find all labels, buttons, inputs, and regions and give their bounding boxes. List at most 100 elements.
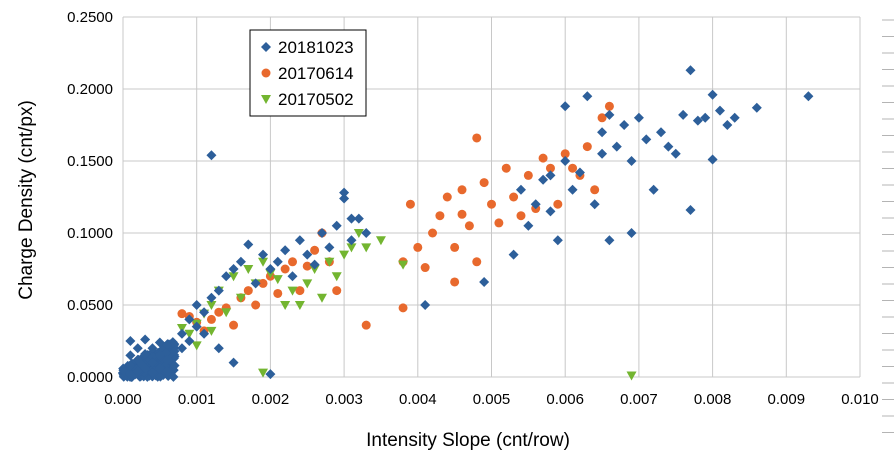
data-point bbox=[450, 277, 460, 287]
data-point bbox=[199, 307, 210, 318]
data-point bbox=[169, 346, 180, 357]
data-point bbox=[295, 286, 305, 296]
data-point bbox=[324, 242, 335, 253]
data-point bbox=[132, 354, 143, 365]
data-point bbox=[700, 112, 711, 123]
data-point bbox=[464, 221, 474, 231]
data-point bbox=[530, 199, 541, 210]
data-point bbox=[154, 350, 165, 361]
y-tick-label: 0.1000 bbox=[67, 225, 113, 242]
data-point bbox=[243, 286, 253, 296]
data-point bbox=[450, 242, 460, 252]
data-point bbox=[243, 265, 254, 274]
data-point bbox=[346, 213, 357, 224]
data-point bbox=[191, 300, 202, 310]
data-point bbox=[574, 167, 585, 178]
data-point bbox=[361, 320, 371, 330]
data-point bbox=[656, 127, 667, 138]
data-point bbox=[273, 288, 283, 298]
x-tick-label: 0.008 bbox=[694, 391, 732, 408]
data-point bbox=[140, 334, 151, 345]
data-point bbox=[206, 292, 217, 303]
gridlines bbox=[122, 16, 861, 378]
data-point bbox=[442, 192, 452, 202]
data-point bbox=[582, 91, 593, 102]
data-point bbox=[751, 102, 762, 113]
data-point bbox=[265, 264, 276, 274]
data-point bbox=[140, 348, 151, 359]
data-point bbox=[213, 285, 224, 296]
data-point bbox=[626, 371, 637, 381]
data-point bbox=[214, 307, 224, 317]
data-point bbox=[604, 101, 614, 111]
x-axis-title: Intensity Slope (cnt/row) bbox=[366, 430, 570, 451]
data-point bbox=[206, 301, 217, 310]
data-point bbox=[678, 109, 689, 120]
data-point bbox=[405, 199, 415, 209]
data-point bbox=[361, 243, 372, 253]
data-point bbox=[560, 101, 571, 112]
data-point bbox=[228, 357, 239, 368]
data-point bbox=[206, 314, 216, 324]
data-point bbox=[346, 243, 357, 253]
data-point bbox=[169, 360, 180, 371]
data-point bbox=[420, 300, 431, 310]
x-axis-tick-labels: 0.000 0.001 0.002 0.003 0.004 0.005 0.006 0.007… bbox=[104, 391, 879, 408]
data-point bbox=[538, 153, 548, 163]
x-tick-label: 0.010 bbox=[841, 391, 879, 408]
data-point bbox=[125, 350, 136, 361]
x-tick-label: 0.001 bbox=[178, 391, 216, 408]
data-point bbox=[125, 369, 136, 380]
data-point bbox=[132, 343, 143, 354]
data-point bbox=[420, 263, 430, 273]
data-point bbox=[560, 156, 571, 166]
legend-label: 20170502 bbox=[278, 90, 354, 109]
legend-marker bbox=[261, 95, 271, 104]
data-point bbox=[515, 184, 526, 195]
data-point bbox=[213, 343, 224, 354]
data-point bbox=[147, 367, 158, 378]
series-20181023 bbox=[125, 65, 814, 380]
data-point bbox=[184, 314, 195, 325]
cluster-point bbox=[168, 371, 179, 382]
data-point bbox=[309, 259, 320, 270]
data-point bbox=[316, 228, 327, 238]
data-point bbox=[287, 286, 298, 296]
y-axis-tick-labels: 0.0000 0.0500 0.1000 0.1500 0.2000 0.2500 bbox=[67, 9, 113, 386]
data-point bbox=[206, 150, 217, 161]
series-20170502 bbox=[176, 229, 637, 381]
data-point bbox=[228, 272, 239, 282]
data-point bbox=[229, 320, 239, 330]
data-point bbox=[707, 154, 718, 165]
data-point bbox=[626, 228, 637, 238]
data-point bbox=[272, 256, 283, 267]
legend-label: 20181023 bbox=[278, 38, 354, 57]
data-point bbox=[176, 324, 187, 334]
data-point bbox=[339, 250, 350, 260]
data-point bbox=[545, 206, 556, 217]
data-point bbox=[258, 249, 269, 260]
y-axis-title: Charge Density (cnt/px) bbox=[16, 100, 37, 300]
data-point bbox=[597, 148, 608, 159]
data-point bbox=[472, 133, 482, 143]
data-point bbox=[428, 228, 438, 238]
data-point bbox=[707, 89, 718, 100]
data-point bbox=[648, 184, 659, 195]
data-point bbox=[125, 360, 136, 371]
data-point bbox=[162, 354, 173, 365]
data-point bbox=[692, 115, 703, 126]
x-tick-label: 0.006 bbox=[546, 391, 584, 408]
data-point bbox=[457, 209, 467, 219]
x-tick-label: 0.003 bbox=[325, 391, 363, 408]
data-point bbox=[582, 142, 592, 152]
data-point bbox=[353, 213, 364, 224]
data-point bbox=[235, 256, 246, 267]
data-point bbox=[552, 235, 563, 246]
data-point bbox=[258, 368, 269, 378]
data-point bbox=[545, 170, 556, 181]
data-point bbox=[132, 366, 143, 377]
data-point bbox=[154, 337, 165, 348]
data-point bbox=[714, 105, 725, 116]
data-point bbox=[545, 163, 555, 173]
data-point bbox=[140, 363, 151, 374]
